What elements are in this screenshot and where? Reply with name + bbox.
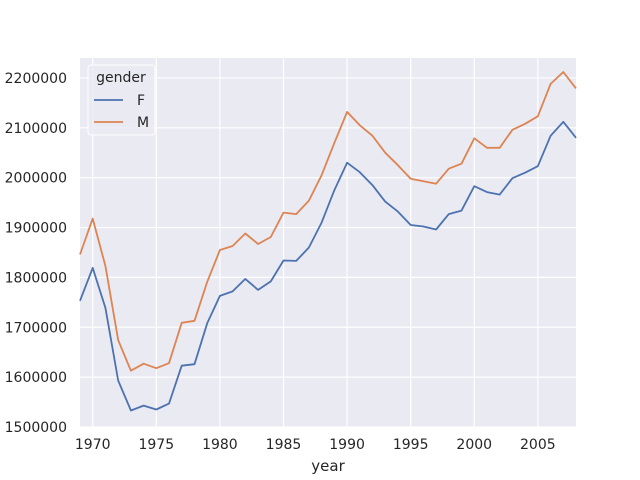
y-tick-labels: 1500000 1600000 1700000 1800000 1900000 20000… xyxy=(5,71,67,436)
legend-title: gender xyxy=(96,70,146,86)
x-tick-label: 2005 xyxy=(520,437,556,453)
y-tick-label: 2000000 xyxy=(5,171,67,187)
x-tick-label: 1975 xyxy=(138,437,174,453)
x-axis-label: year xyxy=(311,457,345,475)
series-lines xyxy=(79,71,577,412)
y-tick-label: 1500000 xyxy=(5,420,67,436)
x-tick-label: 1985 xyxy=(266,437,302,453)
y-tick-label: 1600000 xyxy=(5,370,67,386)
y-tick-label: 2200000 xyxy=(5,71,67,87)
x-tick-label: 2000 xyxy=(456,437,492,453)
grid-lines xyxy=(80,58,576,428)
y-tick-label: 2100000 xyxy=(5,121,67,137)
y-tick-label: 1800000 xyxy=(5,270,67,286)
x-tick-label: 1970 xyxy=(75,437,111,453)
x-tick-label: 1980 xyxy=(202,437,238,453)
x-tick-labels: 1970 1975 1980 1985 1990 1995 2000 2005 xyxy=(75,437,556,453)
y-tick-label: 1700000 xyxy=(5,320,67,336)
y-tick-label: 1900000 xyxy=(5,221,67,237)
legend-label-f: F xyxy=(137,93,145,109)
legend-label-m: M xyxy=(137,115,149,131)
x-tick-label: 1990 xyxy=(329,437,365,453)
series-line-f xyxy=(79,120,577,412)
x-tick-label: 1995 xyxy=(393,437,429,453)
series-line-m xyxy=(79,71,577,372)
legend: gender FM xyxy=(87,64,156,136)
